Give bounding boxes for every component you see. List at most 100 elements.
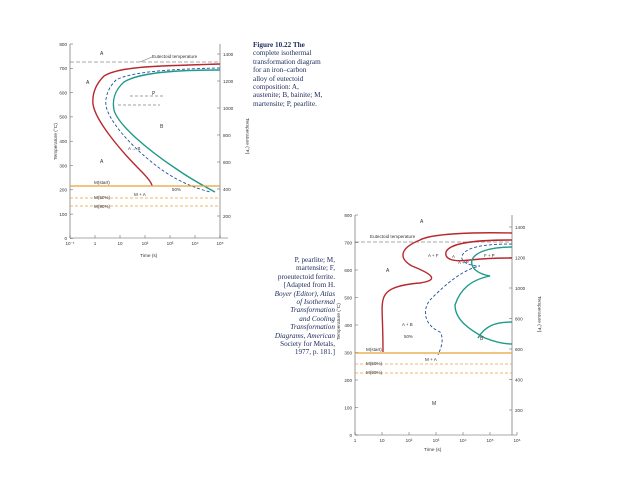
- fig1-c-tick-label: 0: [64, 236, 67, 241]
- fig1-start-curve: [92, 63, 221, 187]
- fig2-c-tick-label: 300: [344, 350, 352, 355]
- caption-line: transformation diagram: [253, 57, 321, 66]
- caption-line: 1977, p. 181.]: [294, 348, 335, 357]
- fig1-c-tick-0: 800: [59, 42, 73, 47]
- fig2-c-tick-7: 100: [344, 405, 358, 410]
- fig1-f-tick-label: 800: [223, 133, 231, 138]
- fig1-x-tick-label: 10⁴: [191, 241, 198, 246]
- caption-line: martensite; F,: [296, 264, 335, 273]
- fig2-c-tick-label: 0: [349, 433, 352, 438]
- fig2-finish-curve-lower: [477, 321, 513, 339]
- fig2-f-tick-label: 1400: [515, 225, 526, 230]
- fig1-c-tick-label: 100: [59, 212, 67, 217]
- fig2-f-tick-label: 200: [515, 408, 523, 413]
- fig2-f-tick-5: 400: [509, 377, 523, 382]
- fig1-f-tick-3: 800: [217, 133, 231, 138]
- fig2-x-tick-label: 10²: [406, 438, 413, 443]
- fig2-x-tick-0: 1: [354, 432, 357, 443]
- fig2-f-tick-6: 200: [509, 408, 523, 413]
- fig1-x-tick-label: 10²: [142, 241, 149, 246]
- fig2-time-ticks: 1 10 10² 10³ 10⁴ 10⁵ 10⁶: [354, 432, 521, 443]
- fig1-label-a-to-b: A → B: [128, 146, 141, 151]
- fig1-c-tick-label: 800: [59, 42, 67, 47]
- fig1-f-tick-label: 1200: [223, 79, 234, 84]
- caption-line: for an iron–carbon: [253, 66, 307, 75]
- fig2-start-curve: [381, 232, 513, 353]
- fig2-start-curve-upper: [445, 239, 513, 262]
- fig1-time-ticks: 10⁻¹ 1 10 10² 10³ 10⁴ 10⁵: [65, 235, 224, 246]
- fig2-x-tick-1: 10: [379, 432, 385, 443]
- caption-line: martensite; P, pearlite.: [253, 99, 317, 108]
- fig1-label-a-left: A: [86, 80, 90, 86]
- fig1-label-a-lower: A: [100, 159, 104, 165]
- fig2-label-b: B: [480, 336, 484, 342]
- fig1-y-left-title: Temperature (°C): [53, 123, 59, 160]
- fig2-c-tick-2: 600: [344, 268, 358, 273]
- fig2-label-a-top: A: [420, 219, 424, 225]
- fig2-mid-curve: [424, 243, 513, 356]
- fig1-c-tick-2: 600: [59, 90, 73, 95]
- caption-line: Transformation: [290, 306, 335, 315]
- fig1-c-tick-5: 300: [59, 163, 73, 168]
- fig1-c-tick-label: 200: [59, 188, 67, 193]
- fig2-x-tick-5: 10⁵: [486, 432, 494, 443]
- fig2-x-tick-4: 10⁴: [459, 432, 467, 443]
- fig2-c-tick-label: 200: [344, 378, 352, 383]
- fig1-f-tick-label: 200: [223, 214, 231, 219]
- fig2-label-m: M: [432, 401, 436, 407]
- caption-line: Boyer (Editor), Atlas: [274, 289, 335, 298]
- fig2-c-tick-4: 400: [344, 323, 358, 328]
- fig2-y-right-title: Temperature (°F): [536, 296, 542, 333]
- caption-line: Figure 10.22 The: [253, 41, 305, 49]
- caption-line: complete isothermal: [253, 49, 312, 58]
- fig1-c-tick-4: 400: [59, 139, 73, 144]
- caption-line: Transformation: [290, 323, 335, 332]
- caption-line: of Isothermal: [296, 298, 335, 307]
- fig2-f-tick-label: 600: [515, 347, 523, 352]
- fig2-label-a-plus-f-2: A: [452, 254, 455, 259]
- fig2-label-a-left: A: [386, 268, 390, 274]
- fig2-x-tick-label: 10⁶: [513, 438, 520, 443]
- fig1-f-tick-6: 200: [217, 214, 231, 219]
- fig1-label-m90: M(90%): [94, 204, 111, 209]
- fig2-x-tick-label: 1: [354, 438, 357, 443]
- fig2-label-m90: M(90%): [366, 370, 383, 375]
- fig1-c-tick-label: 700: [59, 66, 67, 71]
- caption-line: [Adapted from H.: [283, 281, 335, 290]
- fig2-eutectoid-label: Eutectoid temperature: [370, 234, 416, 239]
- fig2-fahrenheit-ticks: 1400 1200 1000 800 600 400 200: [509, 225, 526, 413]
- fig1-x-tick-label: 10⁵: [216, 241, 223, 246]
- fig1-c-tick-6: 200: [59, 188, 73, 193]
- fig1-label-p: P: [152, 91, 156, 97]
- fig1-f-tick-4: 600: [217, 160, 231, 165]
- fig1-f-tick-label: 1000: [223, 106, 234, 111]
- fig2-c-tick-1: 700: [344, 240, 358, 245]
- fig1-f-tick-0: 1400: [217, 52, 234, 57]
- fig1-c-tick-label: 300: [59, 163, 67, 168]
- fig2-c-tick-6: 200: [344, 378, 358, 383]
- fig2-x-tick-3: 10³: [433, 432, 440, 443]
- fig1-label-mstart: M(start): [94, 180, 110, 185]
- fig1-f-tick-1: 1200: [217, 79, 234, 84]
- fig1-c-tick-8: 0: [64, 236, 73, 241]
- fig1-label-m50: M(50%): [94, 195, 111, 200]
- fig2-f-tick-label: 1000: [515, 286, 526, 291]
- caption-line: alloy of eutectoid: [253, 74, 304, 83]
- fig2-label-a-plus-b: A + B: [402, 322, 413, 327]
- fig2-c-tick-label: 700: [344, 240, 352, 245]
- fig1-f-tick-label: 400: [223, 187, 231, 192]
- fig2-celsius-ticks: 800 700 600 500 400 300 200 100 0: [344, 213, 358, 438]
- fig2-x-title: Time (s): [424, 447, 442, 453]
- fig2-x-tick-label: 10⁵: [486, 438, 493, 443]
- fig2-c-tick-label: 100: [344, 405, 352, 410]
- fig1-eutectoid-label: Eutectoid temperature: [152, 54, 198, 59]
- fig1-f-tick-label: 600: [223, 160, 231, 165]
- fig1-x-tick-2: 10: [117, 235, 123, 246]
- fig2-x-tick-label: 10: [379, 438, 385, 443]
- fig2-c-tick-0: 800: [344, 213, 358, 218]
- caption-line: P, pearlite; M,: [294, 256, 335, 264]
- fig1-x-tick-5: 10⁴: [191, 235, 199, 246]
- fig2-label-a-plus-p: A + P: [458, 260, 469, 265]
